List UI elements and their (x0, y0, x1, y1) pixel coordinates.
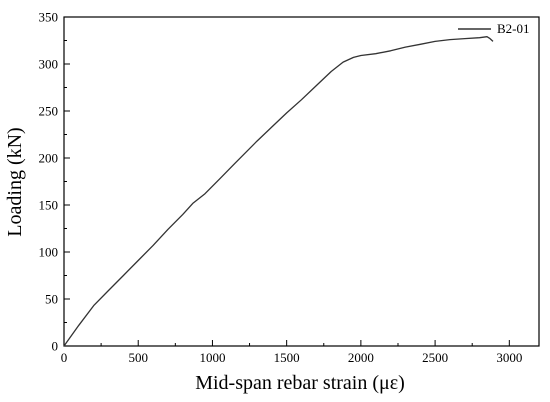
x-tick-label: 1500 (274, 350, 300, 365)
y-tick-label: 350 (39, 10, 59, 25)
x-tick-label: 3000 (496, 350, 522, 365)
y-tick-label: 200 (39, 151, 59, 166)
y-tick-label: 0 (52, 339, 59, 354)
y-tick-label: 50 (45, 292, 58, 307)
legend: B2-01 (458, 21, 530, 36)
plot-frame (63, 16, 540, 347)
x-axis-title: Mid-span rebar strain (με) (195, 372, 405, 394)
x-tick-label: 0 (61, 350, 68, 365)
y-tick-label: 150 (39, 198, 59, 213)
y-tick-label: 100 (39, 245, 59, 260)
x-tick-label: 500 (128, 350, 148, 365)
plot-area-border (63, 16, 540, 347)
y-tick-label: 250 (39, 104, 59, 119)
y-axis-title: Loading (kN) (4, 127, 26, 236)
x-tick-label: 2500 (422, 350, 448, 365)
x-tick-label: 1000 (199, 350, 225, 365)
legend-label-b2-01: B2-01 (497, 21, 530, 36)
y-tick-label: 300 (39, 57, 59, 72)
x-tick-label: 2000 (348, 350, 374, 365)
series-layer (63, 36, 494, 347)
y-axis-ticks: 0 50 100 150 200 250 300 350 (39, 10, 70, 354)
x-axis-ticks: 0 500 1000 1500 2000 2500 3000 (61, 340, 522, 365)
series-line-b2-01 (63, 36, 494, 347)
